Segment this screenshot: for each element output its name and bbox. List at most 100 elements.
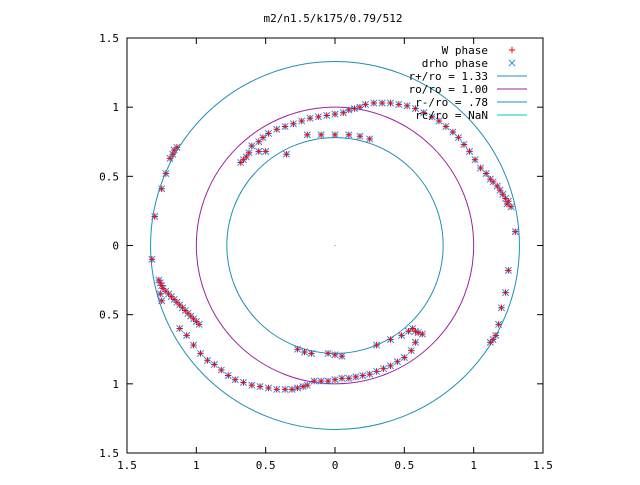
point-0-66 — [331, 351, 339, 358]
y-tick-label-6: 1.5 — [99, 447, 119, 460]
data-series — [148, 99, 519, 393]
point-0-5 — [169, 151, 176, 158]
point-0-21 — [187, 312, 194, 320]
x-tick-label-0: 1.5 — [117, 459, 137, 472]
point-0-136 — [331, 131, 339, 139]
y-tick-label-5: 1 — [112, 378, 119, 391]
point-0-85 — [505, 198, 512, 205]
point-0-30 — [197, 350, 204, 357]
y-tick-label-0: 1.5 — [99, 32, 119, 45]
point-0-95 — [471, 156, 479, 163]
point-0-62 — [294, 346, 301, 353]
point-0-118 — [306, 115, 314, 122]
point-0-53 — [359, 372, 366, 379]
point-0-110 — [362, 101, 369, 108]
point-0-6 — [170, 146, 178, 154]
point-0-91 — [489, 178, 497, 186]
point-0-76 — [487, 339, 494, 346]
point-0-121 — [281, 123, 289, 130]
point-0-49 — [331, 376, 339, 383]
point-0-41 — [281, 386, 289, 393]
point-0-100 — [442, 123, 450, 130]
point-0-63 — [301, 348, 308, 356]
point-0-40 — [273, 386, 280, 393]
point-0-124 — [259, 134, 267, 141]
point-0-133 — [283, 151, 290, 158]
point-0-103 — [420, 109, 427, 116]
point-0-94 — [477, 164, 484, 172]
point-0-117 — [315, 113, 322, 121]
legend-marker-series-1 — [508, 59, 516, 67]
point-0-65 — [324, 350, 332, 357]
point-0-104 — [412, 105, 419, 112]
y-tick-label-3: 0 — [112, 240, 119, 253]
point-0-102 — [428, 113, 436, 121]
point-0-101 — [435, 117, 443, 125]
point-0-43 — [294, 384, 301, 392]
point-0-14 — [168, 293, 175, 300]
series-1 — [148, 99, 519, 393]
point-0-87 — [502, 195, 509, 202]
point-0-44 — [299, 383, 307, 390]
point-0-89 — [496, 186, 504, 194]
point-0-70 — [398, 332, 405, 339]
x-tick-label-5: 1 — [470, 459, 477, 472]
point-0-18 — [179, 304, 186, 311]
point-0-19 — [182, 307, 189, 314]
point-0-38 — [256, 383, 264, 390]
point-0-107 — [387, 99, 394, 107]
point-0-35 — [231, 376, 239, 383]
point-0-81 — [502, 289, 509, 296]
point-0-84 — [507, 203, 515, 210]
legend-marker-series-1-d2 — [508, 59, 516, 67]
point-0-98 — [455, 134, 462, 141]
point-0-57 — [387, 362, 394, 370]
point-0-48 — [324, 377, 332, 385]
point-0-111 — [356, 103, 364, 111]
x-tick-label-4: 0.5 — [394, 459, 414, 472]
point-0-108 — [378, 99, 386, 107]
point-0-122 — [273, 126, 280, 133]
point-0-26 — [158, 297, 165, 305]
legend-label-series-0: W phase — [442, 44, 488, 57]
point-0-119 — [298, 117, 305, 125]
point-0-51 — [345, 375, 353, 382]
point-0-9 — [157, 279, 164, 287]
point-0-77 — [489, 336, 497, 343]
point-0-109 — [370, 99, 378, 107]
point-0-20 — [184, 310, 192, 317]
point-0-54 — [366, 370, 373, 378]
point-0-29 — [190, 341, 197, 349]
series-0 — [148, 99, 519, 393]
point-0-3 — [162, 170, 170, 177]
point-0-132 — [262, 148, 269, 155]
point-0-126 — [248, 142, 255, 150]
point-0-47 — [317, 377, 325, 385]
point-0-72 — [409, 325, 416, 332]
point-0-83 — [512, 228, 519, 235]
point-0-125 — [255, 138, 262, 145]
point-0-88 — [499, 191, 506, 198]
point-0-11 — [159, 285, 167, 292]
point-0-37 — [248, 382, 255, 389]
point-0-96 — [466, 148, 473, 155]
point-0-92 — [487, 175, 494, 183]
point-0-61 — [412, 339, 419, 346]
point-0-24 — [195, 321, 203, 328]
point-0-99 — [449, 128, 457, 136]
point-0-130 — [237, 159, 244, 166]
point-0-56 — [380, 365, 387, 372]
point-0-58 — [394, 358, 401, 365]
point-0-45 — [304, 382, 311, 389]
point-0-139 — [366, 135, 373, 143]
point-0-36 — [240, 379, 247, 386]
point-0-15 — [170, 296, 178, 303]
point-0-113 — [345, 106, 353, 114]
point-0-1 — [151, 213, 158, 220]
legend-label-series-1: drho phase — [422, 57, 488, 70]
point-0-86 — [503, 200, 511, 208]
x-tick-label-1: 1 — [193, 459, 200, 472]
point-0-129 — [240, 156, 247, 163]
